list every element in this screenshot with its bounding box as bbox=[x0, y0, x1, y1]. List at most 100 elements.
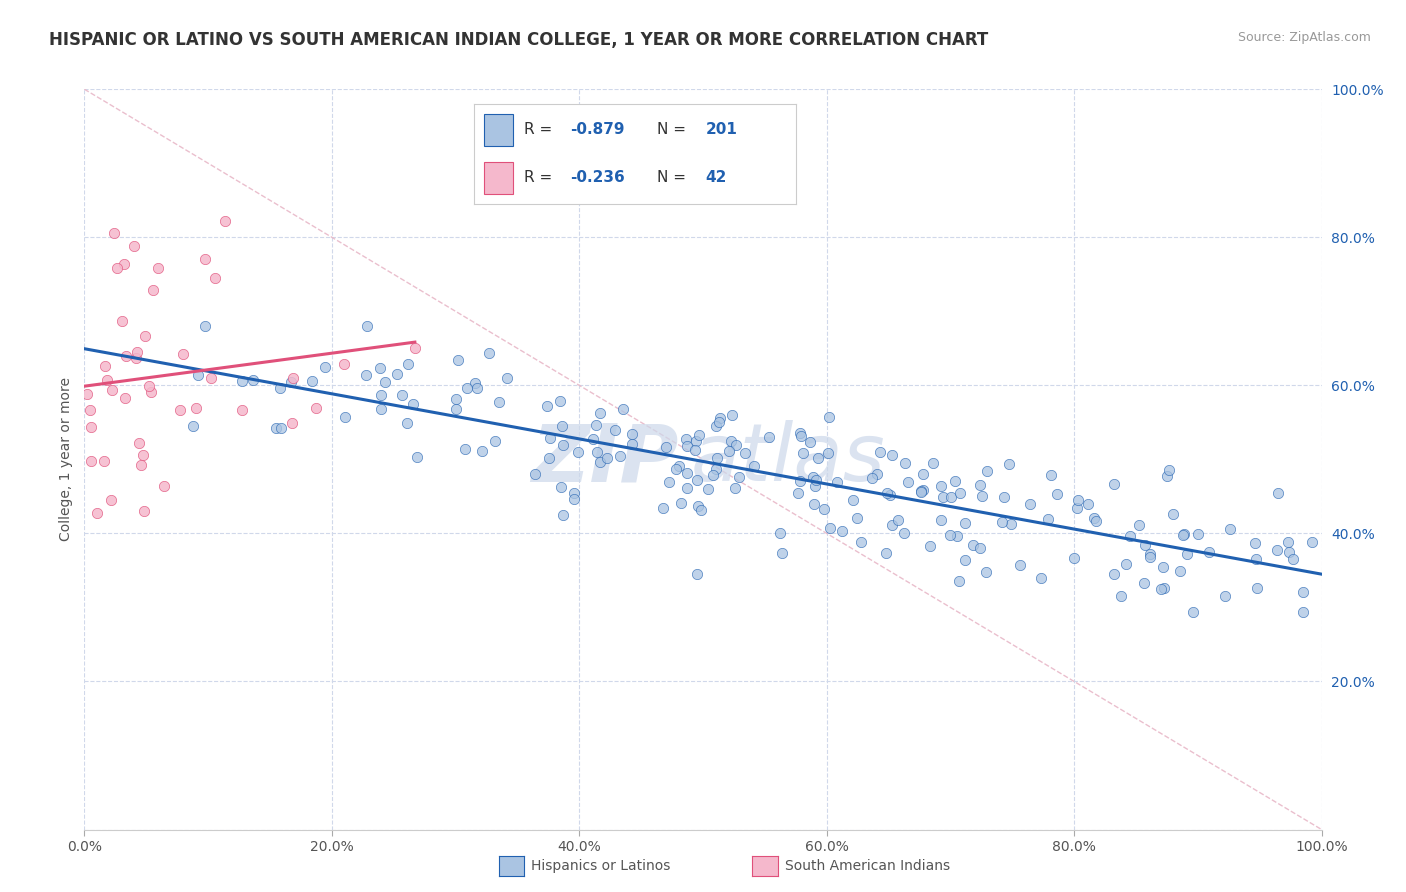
Point bbox=[153, 479, 176, 493]
Point bbox=[1139, 550, 1161, 565]
Point bbox=[172, 347, 194, 361]
Point bbox=[962, 538, 984, 552]
Point bbox=[1187, 526, 1209, 541]
Point bbox=[897, 475, 920, 489]
Point bbox=[402, 397, 425, 411]
Point bbox=[929, 513, 952, 527]
Point bbox=[651, 500, 673, 515]
Point bbox=[920, 539, 942, 553]
Point bbox=[620, 427, 643, 442]
Point bbox=[724, 481, 747, 495]
Point bbox=[96, 373, 118, 387]
Point bbox=[1150, 582, 1173, 596]
Text: South American Indians: South American Indians bbox=[785, 859, 949, 873]
Point bbox=[582, 432, 605, 446]
Point bbox=[860, 471, 883, 485]
Point bbox=[103, 226, 125, 240]
Point bbox=[974, 565, 997, 579]
Point bbox=[1139, 547, 1161, 561]
Point bbox=[1063, 551, 1085, 566]
Text: ZIP: ZIP bbox=[531, 420, 678, 499]
Point bbox=[80, 420, 103, 434]
Point bbox=[1244, 552, 1267, 566]
Point bbox=[724, 437, 747, 451]
Point bbox=[807, 450, 830, 465]
Point bbox=[112, 257, 135, 271]
Text: HISPANIC OR LATINO VS SOUTH AMERICAN INDIAN COLLEGE, 1 YEAR OR MORE CORRELATION : HISPANIC OR LATINO VS SOUTH AMERICAN IND… bbox=[49, 31, 988, 49]
Point bbox=[1085, 514, 1108, 528]
Text: Hispanics or Latinos: Hispanics or Latinos bbox=[531, 859, 671, 873]
Point bbox=[333, 358, 356, 372]
Point bbox=[1128, 517, 1150, 532]
Point bbox=[876, 486, 898, 500]
Point bbox=[1040, 468, 1063, 483]
Point bbox=[665, 462, 688, 476]
Point bbox=[128, 436, 150, 450]
Point bbox=[709, 411, 731, 425]
Point bbox=[1031, 571, 1053, 585]
Point bbox=[551, 418, 574, 433]
Point bbox=[685, 434, 707, 448]
Point bbox=[911, 467, 934, 482]
Point bbox=[734, 445, 756, 459]
Point bbox=[305, 401, 328, 415]
Point bbox=[998, 457, 1021, 471]
Point bbox=[813, 502, 835, 516]
Point bbox=[111, 313, 134, 327]
Point bbox=[187, 368, 209, 383]
Point bbox=[1102, 566, 1125, 581]
Point bbox=[727, 470, 749, 484]
Point bbox=[446, 401, 468, 416]
Point bbox=[742, 458, 765, 473]
Point bbox=[818, 521, 841, 535]
Point bbox=[969, 541, 991, 555]
Point bbox=[200, 370, 222, 384]
Point bbox=[655, 440, 678, 454]
Point bbox=[1175, 547, 1198, 561]
Point bbox=[368, 361, 391, 376]
Point bbox=[718, 443, 741, 458]
Point bbox=[105, 260, 128, 275]
Point bbox=[1157, 463, 1180, 477]
Point bbox=[1168, 565, 1191, 579]
Point bbox=[1119, 528, 1142, 542]
Point bbox=[658, 475, 681, 489]
Point bbox=[134, 504, 156, 518]
Point bbox=[356, 318, 378, 333]
Point bbox=[585, 445, 607, 459]
Point bbox=[1267, 485, 1289, 500]
Point bbox=[488, 395, 510, 409]
Point bbox=[685, 567, 707, 582]
Point bbox=[370, 402, 392, 417]
Point bbox=[696, 482, 718, 496]
Point bbox=[790, 428, 813, 442]
Y-axis label: College, 1 year or more: College, 1 year or more bbox=[59, 377, 73, 541]
Point bbox=[603, 423, 626, 437]
Point bbox=[1067, 493, 1090, 508]
Point bbox=[270, 421, 292, 435]
Point bbox=[1292, 605, 1315, 619]
Point bbox=[676, 467, 699, 481]
Point bbox=[387, 367, 409, 381]
Point bbox=[1277, 535, 1299, 549]
Point bbox=[1153, 581, 1175, 595]
Point bbox=[333, 410, 356, 425]
Point bbox=[1278, 545, 1301, 559]
Point bbox=[1173, 526, 1195, 541]
Point bbox=[406, 450, 429, 464]
Point bbox=[758, 430, 780, 444]
Point bbox=[686, 473, 709, 487]
Point bbox=[875, 546, 897, 560]
Point bbox=[79, 403, 101, 417]
Point bbox=[1000, 516, 1022, 531]
Point bbox=[370, 388, 392, 402]
Point bbox=[94, 359, 117, 373]
Point bbox=[548, 394, 571, 409]
Point bbox=[453, 442, 475, 456]
Point bbox=[972, 489, 994, 503]
Point bbox=[869, 444, 891, 458]
Point bbox=[849, 534, 872, 549]
Point bbox=[1156, 469, 1178, 483]
Point bbox=[269, 382, 291, 396]
Point bbox=[675, 432, 697, 446]
